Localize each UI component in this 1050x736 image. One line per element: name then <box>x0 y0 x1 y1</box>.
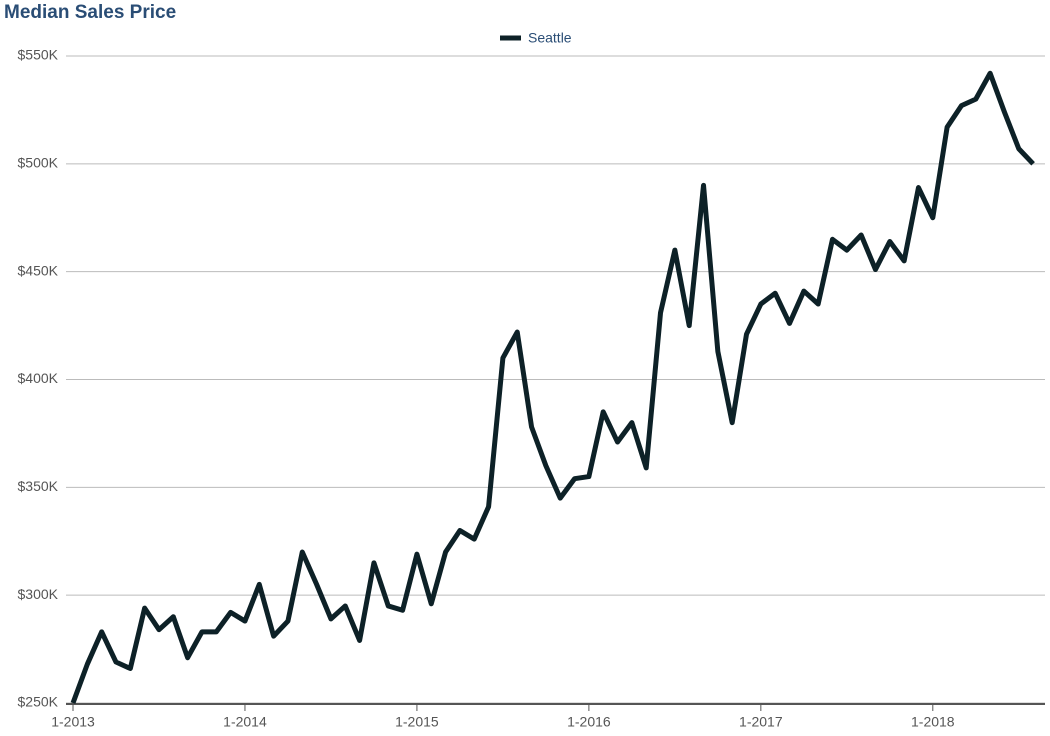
x-tick-label: 1-2017 <box>739 714 783 730</box>
chart-title: Median Sales Price <box>4 2 176 23</box>
line <box>70 70 1035 704</box>
y-tick-label: $550K <box>18 47 59 63</box>
y-tick-label: $400K <box>18 370 59 386</box>
legend-label: Seattle <box>528 30 572 46</box>
y-tick-label: $300K <box>18 586 59 602</box>
x-tick-label: 1-2018 <box>911 714 955 730</box>
x-tick-label: 1-2016 <box>567 714 611 730</box>
y-tick-label: $450K <box>18 262 59 278</box>
y-tick-label: $250K <box>18 694 59 710</box>
x-tick-label: 1-2014 <box>223 714 267 730</box>
y-tick-label: $350K <box>18 478 59 494</box>
x-tick-label: 1-2015 <box>395 714 439 730</box>
x-tick-label: 1-2013 <box>51 714 95 730</box>
y-tick-label: $500K <box>18 155 59 171</box>
